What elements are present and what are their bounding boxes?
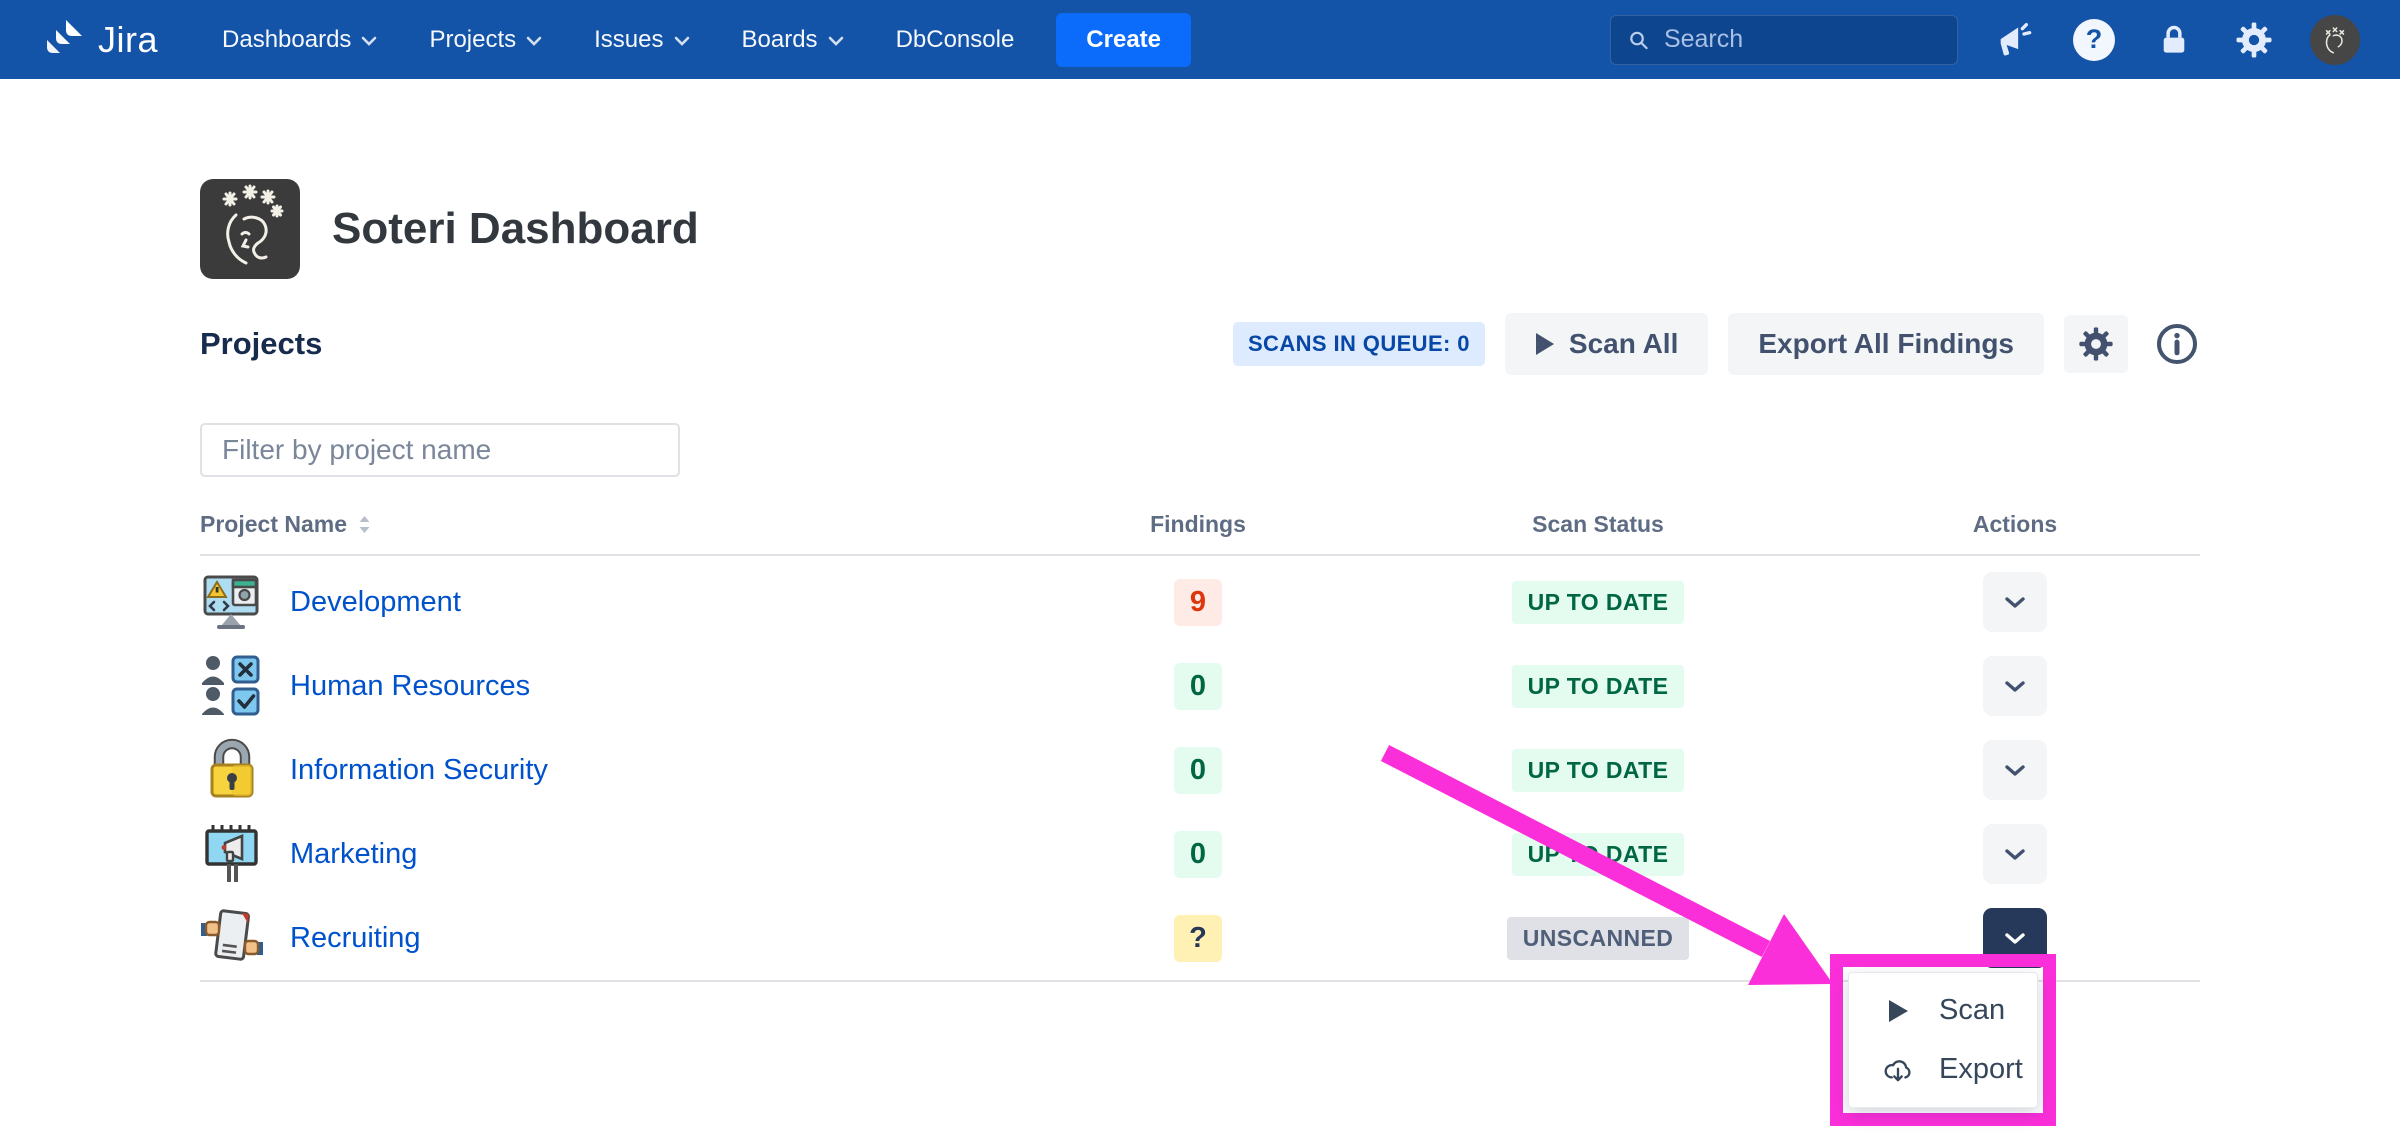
scans-in-queue-badge: SCANS IN QUEUE: 0 [1232, 322, 1485, 366]
scan-status-badge: UP TO DATE [1511, 580, 1685, 624]
chevron-down-icon [526, 36, 542, 46]
user-avatar[interactable] [2310, 14, 2360, 65]
chevron-down-icon [2005, 680, 2025, 692]
nav-menu: Dashboards Projects Issues Boards DbCons… [222, 26, 1014, 54]
jira-logo[interactable]: Jira [40, 17, 158, 63]
menu-item-scan[interactable]: Scan [1849, 994, 2037, 1027]
security-button[interactable] [2150, 16, 2198, 64]
search-icon [1630, 31, 1648, 49]
row-actions-dropdown-button[interactable] [1983, 740, 2047, 800]
scan-status-badge: UP TO DATE [1511, 748, 1685, 792]
information-security-icon [210, 738, 254, 798]
soteri-logo [200, 179, 300, 279]
projects-table: Project Name Findings Scan Status Action… [200, 511, 2200, 982]
nav-item-dashboards[interactable]: Dashboards [222, 26, 377, 54]
annotation-highlight-box: Scan Export [1830, 954, 2056, 1126]
project-link[interactable]: Recruiting [290, 921, 421, 954]
nav-right-cluster: ? [1610, 14, 2360, 65]
table-row: Information Security 0 UP TO DATE [200, 728, 2200, 812]
avatar-face-icon [2325, 26, 2345, 54]
play-icon [1881, 999, 1915, 1023]
dashboard-title-row: Soteri Dashboard [200, 179, 2200, 279]
project-link[interactable]: Marketing [290, 837, 418, 870]
nav-item-dbconsole[interactable]: DbConsole [895, 25, 1015, 53]
projects-section-header: Projects SCANS IN QUEUE: 0 Scan All Expo… [200, 313, 2200, 375]
table-row: Development 9 UP TO DATE [200, 560, 2200, 644]
development-icon [203, 575, 259, 629]
create-button[interactable]: Create [1056, 12, 1192, 67]
table-header: Project Name Findings Scan Status Action… [200, 511, 2200, 556]
table-row: Marketing 0 UP TO DATE [200, 812, 2200, 896]
findings-badge: 0 [1174, 746, 1222, 794]
projects-heading: Projects [200, 326, 323, 361]
announcement-button[interactable] [1990, 16, 2038, 64]
settings-gear-icon [2236, 22, 2272, 57]
lock-icon [2163, 25, 2185, 53]
findings-badge: 0 [1174, 830, 1222, 878]
project-link[interactable]: Information Security [290, 753, 548, 786]
project-link[interactable]: Human Resources [290, 669, 531, 702]
column-actions: Actions [1972, 511, 2058, 537]
table-row: Human Resources 0 UP TO DATE [200, 644, 2200, 728]
info-button[interactable] [2154, 321, 2200, 367]
findings-badge: 9 [1174, 578, 1222, 626]
project-filter-input[interactable] [200, 423, 680, 477]
human-resources-icon [202, 655, 260, 716]
chevron-down-icon [828, 36, 843, 46]
chevron-down-icon [2005, 596, 2025, 608]
recruiting-icon [201, 909, 263, 961]
info-icon [2156, 323, 2198, 365]
chevron-down-icon [2005, 764, 2025, 776]
project-link[interactable]: Development [290, 585, 461, 618]
cloud-download-icon [1881, 1056, 1915, 1084]
help-icon: ? [2073, 18, 2115, 61]
marketing-icon [205, 825, 258, 882]
global-search[interactable] [1610, 14, 1958, 65]
chevron-down-icon [674, 36, 689, 46]
top-navbar: Jira Dashboards Projects Issues Boards D… [0, 0, 2400, 79]
scan-status-badge: UP TO DATE [1511, 664, 1685, 708]
export-all-findings-button[interactable]: Export All Findings [1728, 313, 2044, 375]
row-actions-dropdown-menu: Scan Export [1848, 972, 2038, 1108]
column-findings: Findings [1150, 511, 1246, 537]
chevron-down-icon [2005, 932, 2025, 944]
scan-status-badge: UP TO DATE [1511, 832, 1685, 876]
scan-all-button[interactable]: Scan All [1504, 313, 1709, 375]
nav-item-boards[interactable]: Boards [742, 26, 844, 54]
admin-settings-button[interactable] [2230, 16, 2278, 64]
play-icon [1535, 333, 1554, 355]
column-scan-status: Scan Status [1532, 511, 1664, 537]
help-button[interactable]: ? [2070, 16, 2118, 64]
row-actions-dropdown-button[interactable] [1983, 824, 2047, 884]
nav-item-issues[interactable]: Issues [594, 26, 689, 54]
scan-status-badge: UNSCANNED [1506, 916, 1690, 960]
page-title: Soteri Dashboard [332, 204, 699, 253]
menu-item-export[interactable]: Export [1849, 1053, 2037, 1086]
row-actions-dropdown-button[interactable] [1983, 572, 2047, 632]
announcement-icon [2000, 22, 2032, 55]
findings-badge: ? [1174, 914, 1222, 962]
table-body: Development 9 UP TO DATE [200, 556, 2200, 982]
chevron-down-icon [362, 36, 377, 46]
brand-name: Jira [98, 18, 159, 60]
sort-icon[interactable] [357, 515, 372, 534]
jira-mark-icon [47, 19, 82, 53]
main-content: Soteri Dashboard Projects SCANS IN QUEUE… [0, 179, 2400, 982]
dashboard-settings-button[interactable] [2064, 315, 2128, 373]
row-actions-dropdown-button[interactable] [1983, 656, 2047, 716]
projects-controls: SCANS IN QUEUE: 0 Scan All Export All Fi… [1232, 313, 2200, 375]
nav-item-projects[interactable]: Projects [429, 26, 542, 54]
column-project-name[interactable]: Project Name [200, 511, 348, 537]
search-input[interactable] [1663, 25, 1941, 54]
settings-gear-icon [2079, 327, 2113, 361]
chevron-down-icon [2005, 848, 2025, 860]
findings-badge: 0 [1174, 662, 1222, 710]
